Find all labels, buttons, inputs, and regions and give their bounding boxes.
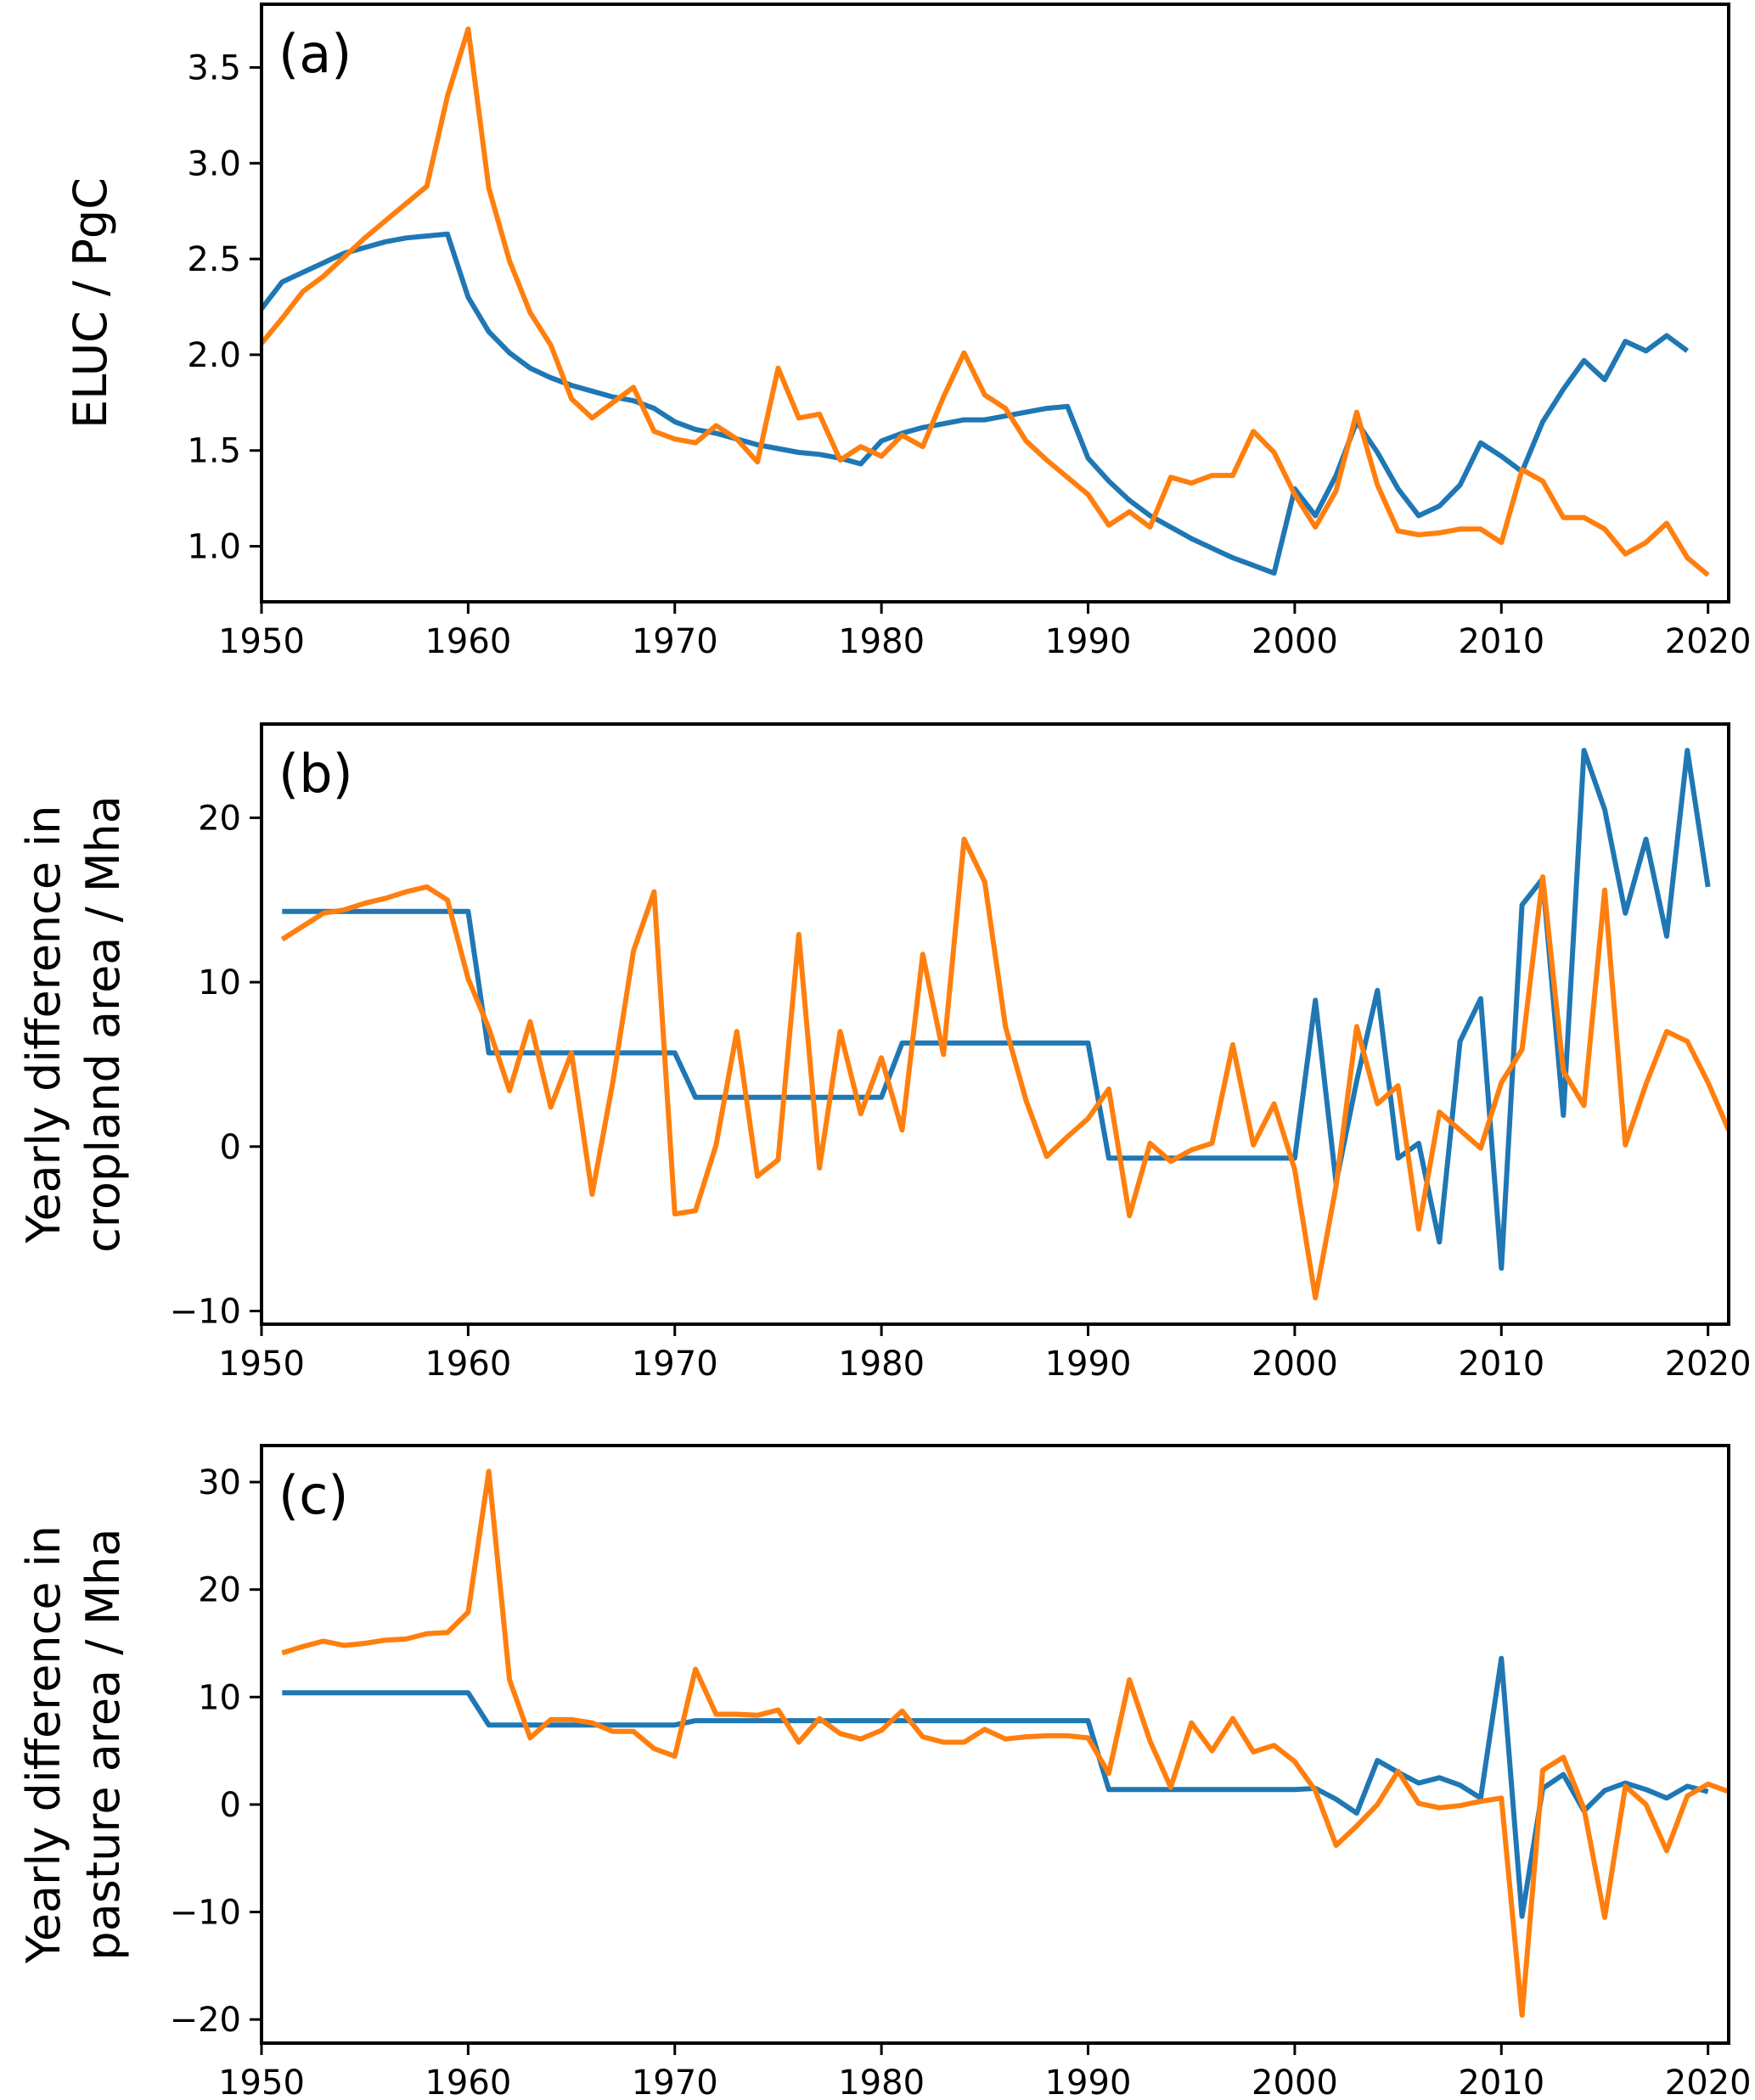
x-tick-label: 1960 — [425, 2064, 511, 2100]
y-axis-label: ELUC / PgC — [64, 177, 117, 429]
panel-label: (b) — [278, 743, 353, 805]
x-tick-label: 1990 — [1045, 2064, 1132, 2100]
panel-b: 1950 1960 1970 1980 1990 2000 2010 2020 −10 0 10 20… — [17, 722, 1752, 1384]
y-tick-label: 30 — [198, 1463, 241, 1502]
y-tick-label: 2.0 — [187, 336, 241, 375]
series-line-blue — [282, 748, 1711, 1272]
series-line-orange — [280, 836, 1729, 1300]
series-line-orange — [281, 1468, 1729, 2019]
series-line-blue — [282, 1655, 1709, 1919]
y-tick-label: 3.5 — [187, 48, 241, 87]
x-tick-label: 1970 — [632, 2064, 718, 2100]
x-tick-label: 1970 — [632, 1345, 718, 1384]
x-tick-label: 1990 — [1045, 1345, 1132, 1384]
y-axis-label-line: pasture area / Mha — [76, 1528, 130, 1960]
x-tick-label: 2000 — [1252, 2064, 1338, 2100]
x-tick-label: 2000 — [1252, 622, 1338, 661]
x-tick-label: 2010 — [1458, 1345, 1544, 1384]
y-tick-label: 3.0 — [187, 144, 241, 183]
x-tick-label: 1960 — [425, 622, 511, 661]
x-tick-label: 2010 — [1458, 622, 1544, 661]
y-tick-label: 0 — [220, 1128, 241, 1167]
x-tick-label: 1980 — [838, 2064, 925, 2100]
y-tick-label: 20 — [198, 1571, 241, 1610]
x-tick-label: 2020 — [1665, 622, 1752, 661]
y-axis-label-line: cropland area / Mha — [76, 795, 130, 1253]
x-tick-label: 1950 — [218, 1345, 305, 1384]
x-tick-label: 1980 — [838, 622, 925, 661]
x-tick-label: 1960 — [425, 1345, 511, 1384]
y-tick-label: 10 — [198, 1678, 241, 1717]
x-tick-label: 2000 — [1252, 1345, 1338, 1384]
series-line-blue — [262, 231, 1690, 576]
y-tick-label: 10 — [198, 963, 241, 1002]
x-tick-label: 2020 — [1665, 2064, 1752, 2100]
axes-frame — [260, 1444, 1730, 2045]
x-tick-label: 1990 — [1045, 622, 1132, 661]
x-tick-label: 1950 — [218, 622, 305, 661]
y-tick-label: −10 — [170, 1293, 241, 1332]
x-tick-label: 1970 — [632, 622, 718, 661]
plot-area — [280, 748, 1729, 1300]
panel-label: (c) — [278, 1464, 348, 1526]
axes-frame — [260, 3, 1730, 604]
panel-label: (a) — [278, 23, 352, 85]
y-axis-label-line: Yearly difference in — [17, 1525, 70, 1964]
series-line-orange — [262, 26, 1710, 577]
plot-area — [262, 26, 1710, 577]
y-axis-label-line: Yearly difference in — [17, 806, 70, 1244]
y-tick-label: −10 — [170, 1894, 241, 1933]
x-tick-label: 1980 — [838, 1345, 925, 1384]
plot-area — [281, 1468, 1729, 2019]
y-tick-label: −20 — [170, 2001, 241, 2040]
y-tick-label: 20 — [198, 799, 241, 838]
x-tick-label: 2020 — [1665, 1345, 1752, 1384]
panel-a: 1950 1960 1970 1980 1990 2000 2010 2020 1.0 1.5 2.… — [64, 3, 1752, 661]
y-tick-label: 0 — [220, 1786, 241, 1825]
y-tick-label: 1.0 — [187, 528, 241, 567]
axes-frame — [260, 722, 1730, 1326]
y-tick-label: 2.5 — [187, 240, 241, 279]
x-tick-label: 2010 — [1458, 2064, 1544, 2100]
y-tick-label: 1.5 — [187, 432, 241, 471]
x-tick-label: 1950 — [218, 2064, 305, 2100]
panel-c: 1950 1960 1970 1980 1990 2000 2010 2020 −20 −10 0 1… — [17, 1444, 1752, 2100]
